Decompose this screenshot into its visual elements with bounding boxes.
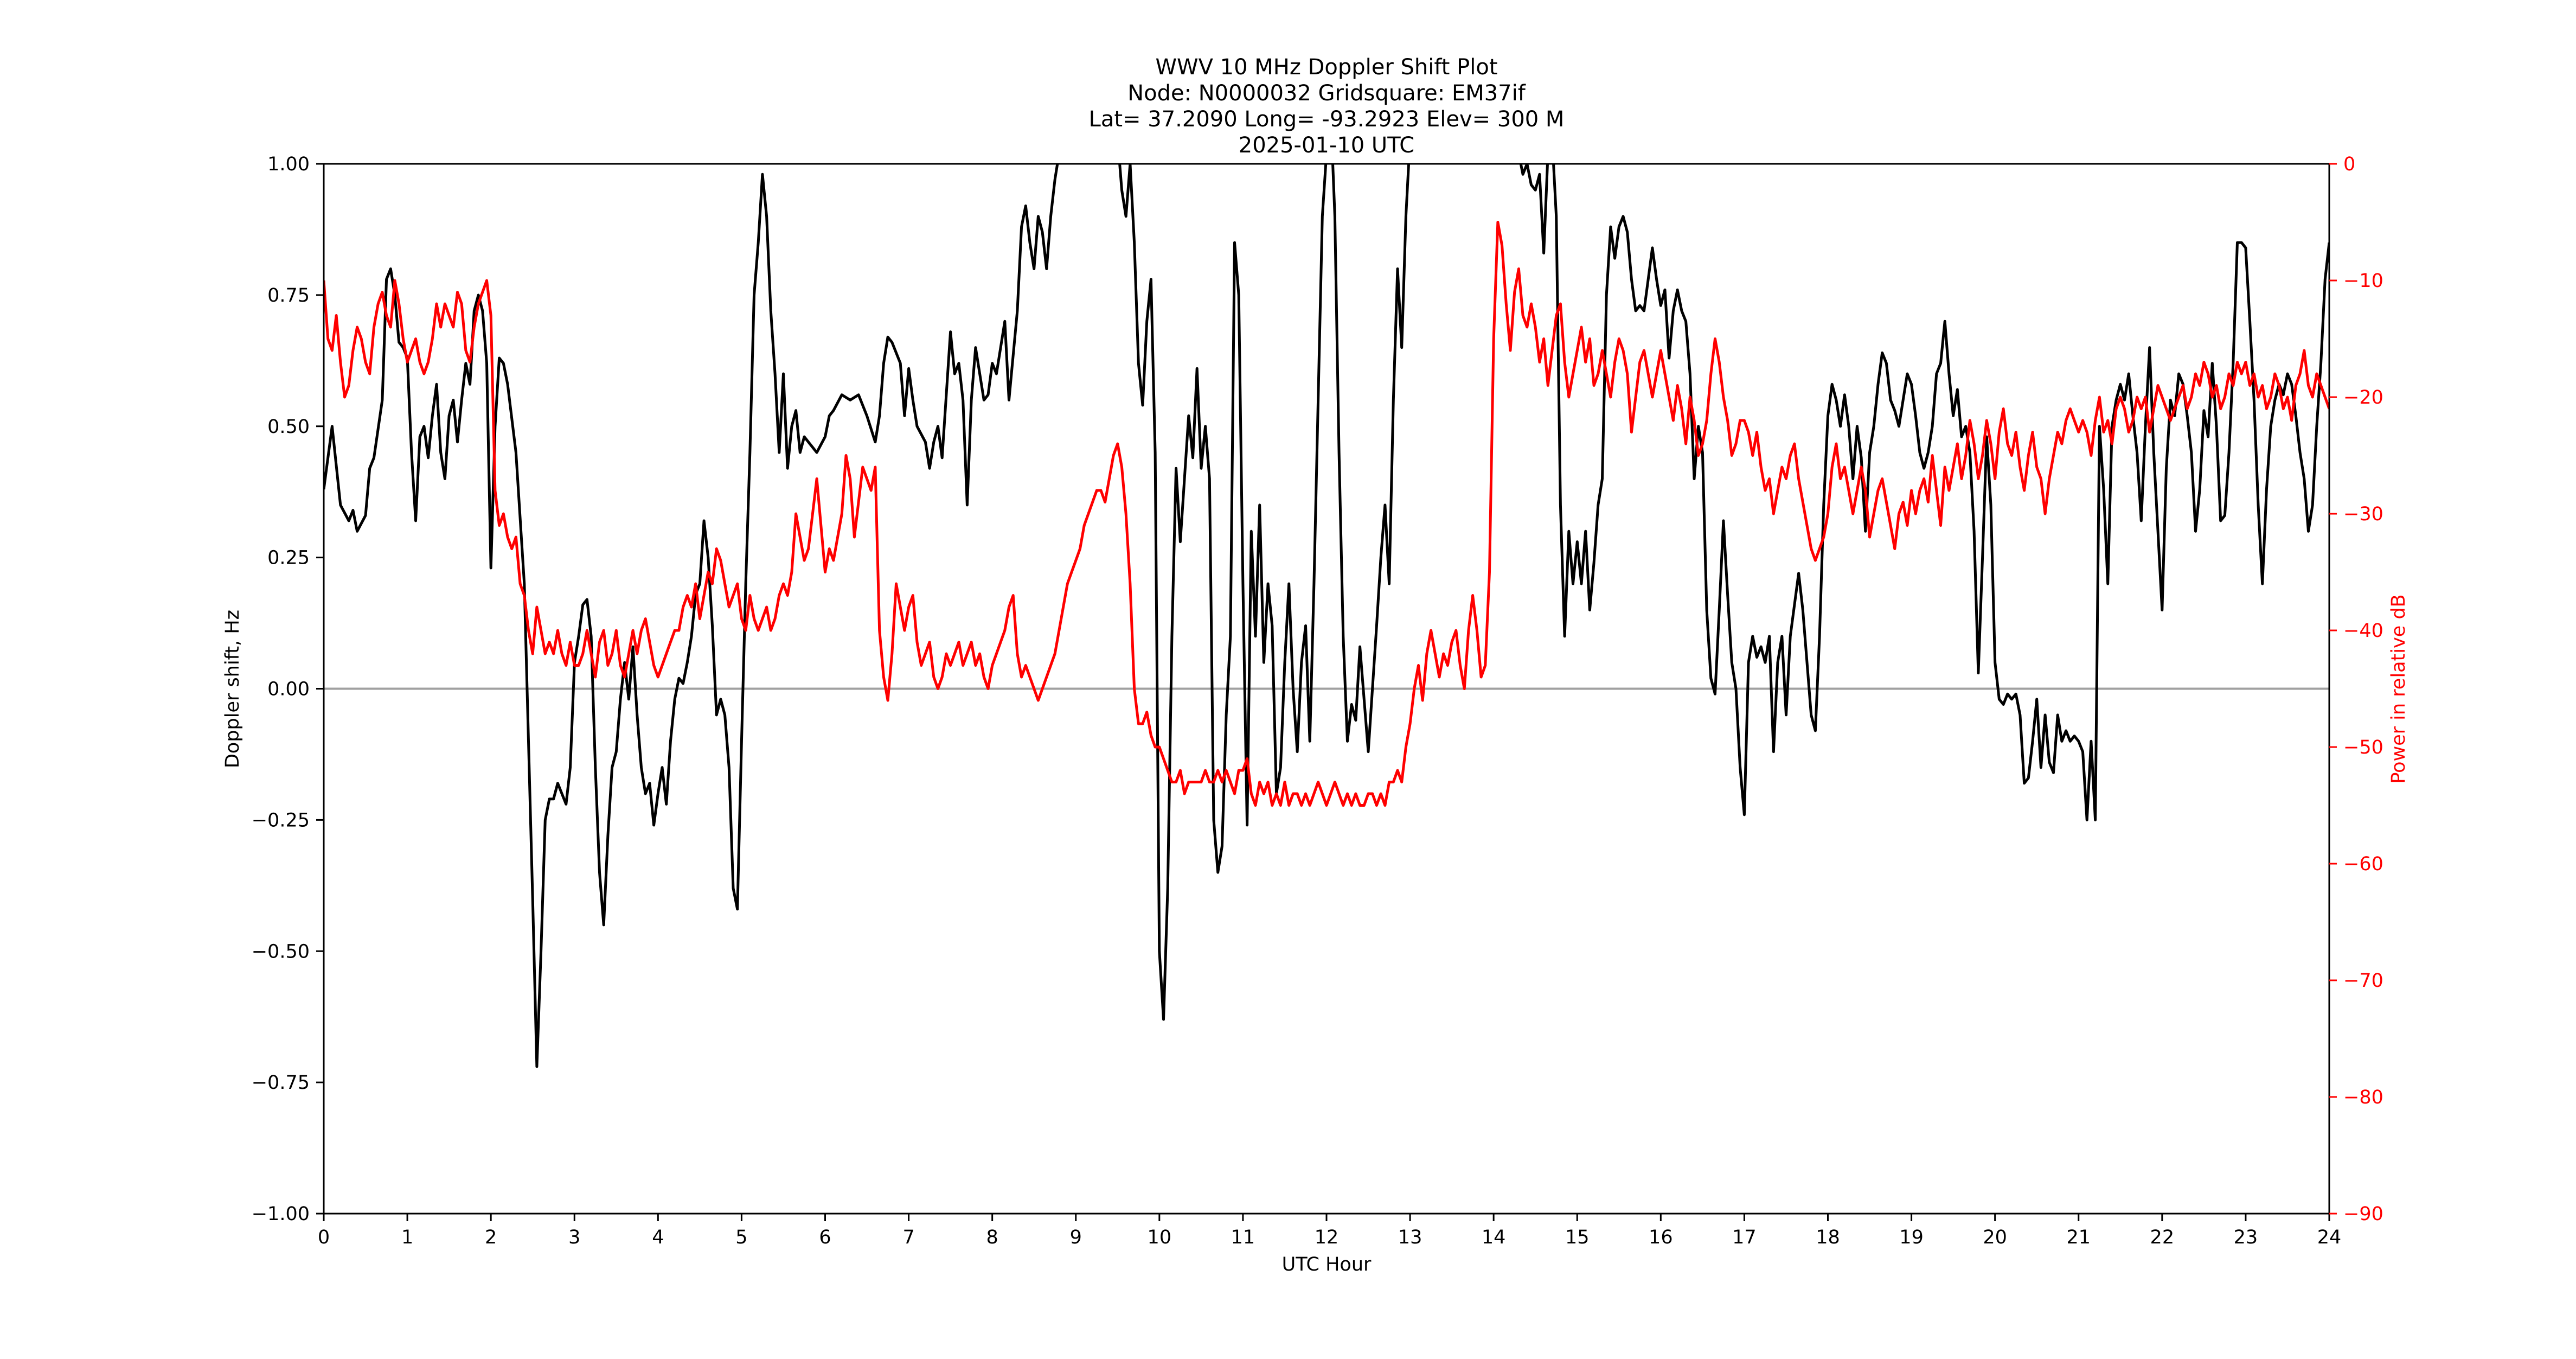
y-tick-label: −0.50 [252, 941, 310, 962]
x-tick-label: 12 [1315, 1227, 1339, 1248]
x-tick-label: 10 [1148, 1227, 1172, 1248]
x-tick-label: 5 [735, 1227, 747, 1248]
x-tick-label: 8 [986, 1227, 998, 1248]
y2-axis-label: Power in relative dB [2388, 594, 2410, 783]
x-axis-label: UTC Hour [1282, 1254, 1372, 1275]
y2-tick-label: −10 [2343, 270, 2383, 292]
y2-tick-label: 0 [2343, 154, 2355, 175]
x-tick-label: 7 [902, 1227, 914, 1248]
y2-tick-label: −20 [2343, 387, 2383, 409]
y2-tick-label: −50 [2343, 737, 2383, 758]
y-tick-label: −0.25 [252, 809, 310, 831]
y2-tick-label: −60 [2343, 853, 2383, 875]
y-axis-label: Doppler shift, Hz [222, 610, 243, 768]
chart-title: WWV 10 MHz Doppler Shift Plot Node: N000… [1089, 55, 1565, 158]
x-tick-label: 17 [1732, 1227, 1757, 1248]
x-tick-label: 20 [1983, 1227, 2007, 1248]
title-line-4: 2025-01-10 UTC [1239, 133, 1414, 158]
doppler-series-line [324, 164, 2329, 1068]
y-tick-label: 0.50 [267, 416, 310, 438]
x-tick-label: 19 [1899, 1227, 1924, 1248]
y2-tick-label: −90 [2343, 1203, 2383, 1225]
y2-tick-label: −30 [2343, 503, 2383, 525]
y2-tick-label: −40 [2343, 620, 2383, 642]
y2-tick-label: −70 [2343, 970, 2383, 992]
x-tick-label: 24 [2317, 1227, 2342, 1248]
y-tick-label: 0.00 [267, 679, 310, 700]
x-tick-label: 3 [568, 1227, 580, 1248]
title-line-1: WWV 10 MHz Doppler Shift Plot [1155, 55, 1497, 80]
title-line-3: Lat= 37.2090 Long= -93.2923 Elev= 300 M [1089, 107, 1565, 132]
x-tick-label: 11 [1231, 1227, 1255, 1248]
y-tick-label: −0.75 [252, 1072, 310, 1094]
x-tick-label: 15 [1565, 1227, 1590, 1248]
title-line-2: Node: N0000032 Gridsquare: EM37if [1127, 81, 1526, 106]
y-tick-label: 0.75 [267, 285, 310, 307]
y-tick-label: 0.25 [267, 547, 310, 569]
x-tick-label: 0 [318, 1227, 330, 1248]
x-tick-label: 1 [401, 1227, 413, 1248]
x-tick-label: 6 [819, 1227, 831, 1248]
x-tick-label: 9 [1070, 1227, 1082, 1248]
x-tick-label: 18 [1816, 1227, 1840, 1248]
power-series-line [324, 221, 2329, 807]
x-tick-label: 23 [2234, 1227, 2258, 1248]
x-tick-label: 22 [2150, 1227, 2175, 1248]
x-tick-label: 4 [652, 1227, 664, 1248]
y-tick-label: −1.00 [252, 1203, 310, 1225]
x-tick-label: 14 [1482, 1227, 1506, 1248]
y-tick-label: 1.00 [267, 154, 310, 175]
x-tick-label: 13 [1398, 1227, 1422, 1248]
x-tick-label: 2 [485, 1227, 497, 1248]
y2-tick-label: −80 [2343, 1087, 2383, 1108]
x-tick-label: 21 [2066, 1227, 2091, 1248]
x-tick-label: 16 [1649, 1227, 1673, 1248]
